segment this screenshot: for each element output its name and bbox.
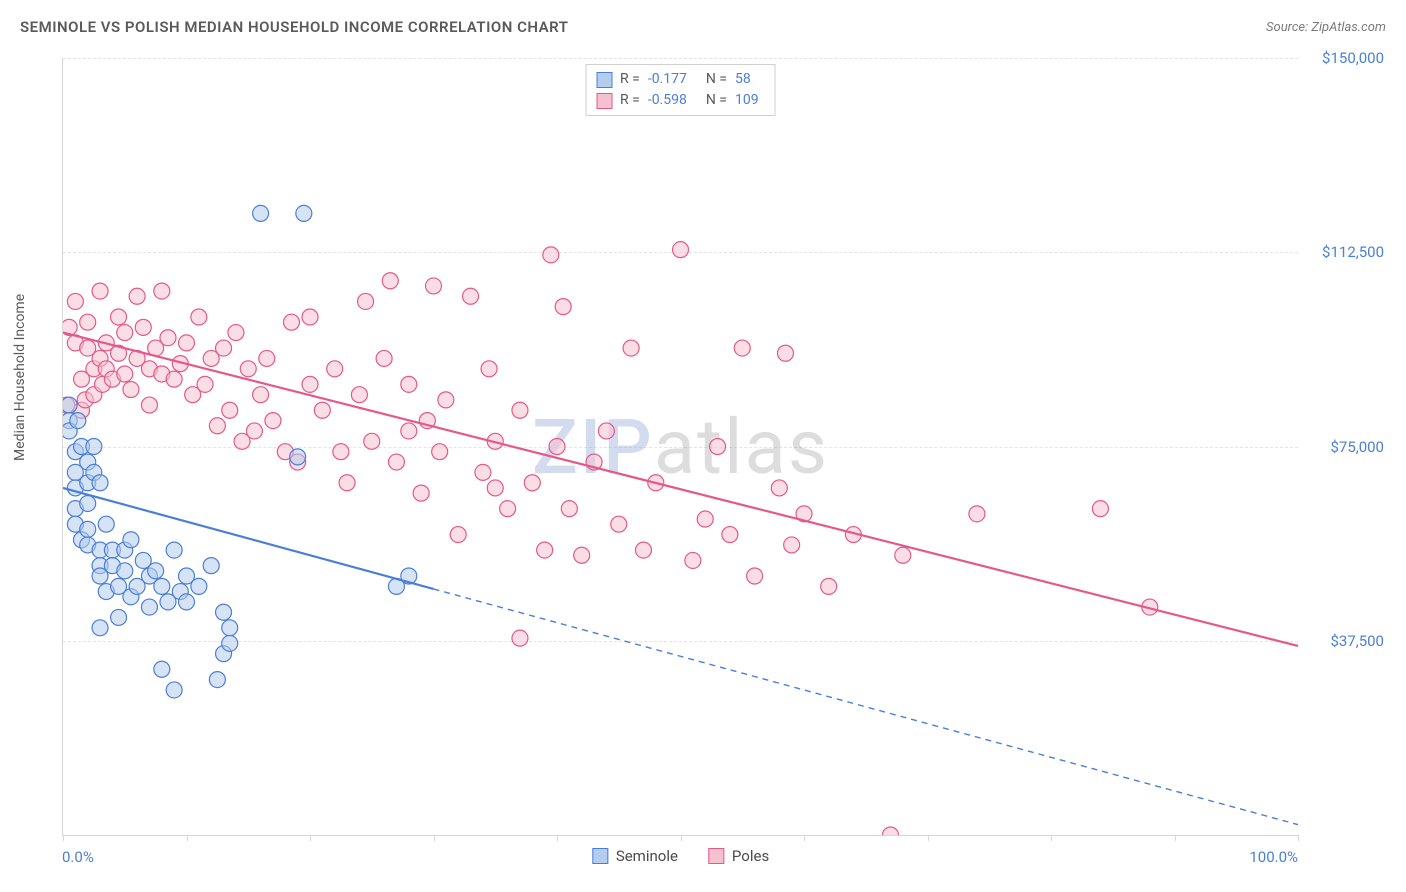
r-label: R = <box>620 69 640 90</box>
x-tick <box>187 835 188 841</box>
corr-row-poles: R = -0.598 N = 109 <box>596 90 765 111</box>
source-credit: Source: ZipAtlas.com <box>1266 20 1386 35</box>
x-tick <box>1298 835 1299 841</box>
legend-item-seminole: Seminole <box>592 847 678 865</box>
chart-container: Median Household Income ZIPatlas R = -0.… <box>18 48 1388 874</box>
swatch-seminole <box>596 72 612 88</box>
n-label: N = <box>706 69 727 90</box>
legend-label-seminole: Seminole <box>616 847 678 865</box>
x-tick <box>804 835 805 841</box>
x-tick <box>928 835 929 841</box>
plot-area: ZIPatlas R = -0.177 N = 58 R = -0.598 N … <box>62 58 1298 836</box>
x-axis-min-label: 0.0% <box>62 848 94 866</box>
legend-swatch-poles <box>708 848 724 864</box>
x-tick <box>434 835 435 841</box>
x-tick <box>310 835 311 841</box>
x-tick <box>63 835 64 841</box>
legend-label-poles: Poles <box>732 847 769 865</box>
n-value-seminole: 58 <box>735 69 765 90</box>
y-tick-label: $150,000 <box>1322 49 1384 67</box>
swatch-poles <box>596 93 612 109</box>
y-tick-label: $37,500 <box>1330 632 1384 650</box>
correlation-legend: R = -0.177 N = 58 R = -0.598 N = 109 <box>585 64 776 116</box>
x-tick <box>1051 835 1052 841</box>
r-label: R = <box>620 90 640 111</box>
n-value-poles: 109 <box>735 90 765 111</box>
corr-row-seminole: R = -0.177 N = 58 <box>596 69 765 90</box>
x-tick <box>681 835 682 841</box>
x-axis-max-label: 100.0% <box>1249 848 1298 866</box>
x-tick <box>557 835 558 841</box>
chart-header: SEMINOLE VS POLISH MEDIAN HOUSEHOLD INCO… <box>0 0 1406 42</box>
r-value-poles: -0.598 <box>648 90 698 111</box>
series-legend: Seminole Poles <box>592 847 769 865</box>
y-tick-label: $112,500 <box>1322 243 1384 261</box>
chart-title: SEMINOLE VS POLISH MEDIAN HOUSEHOLD INCO… <box>20 18 568 36</box>
legend-item-poles: Poles <box>708 847 769 865</box>
r-value-seminole: -0.177 <box>648 69 698 90</box>
x-tick <box>1175 835 1176 841</box>
legend-swatch-seminole <box>592 848 608 864</box>
n-label: N = <box>706 90 727 111</box>
y-axis-label: Median Household Income <box>12 294 28 461</box>
scatter-svg <box>63 58 1298 835</box>
y-tick-label: $75,000 <box>1330 438 1384 456</box>
